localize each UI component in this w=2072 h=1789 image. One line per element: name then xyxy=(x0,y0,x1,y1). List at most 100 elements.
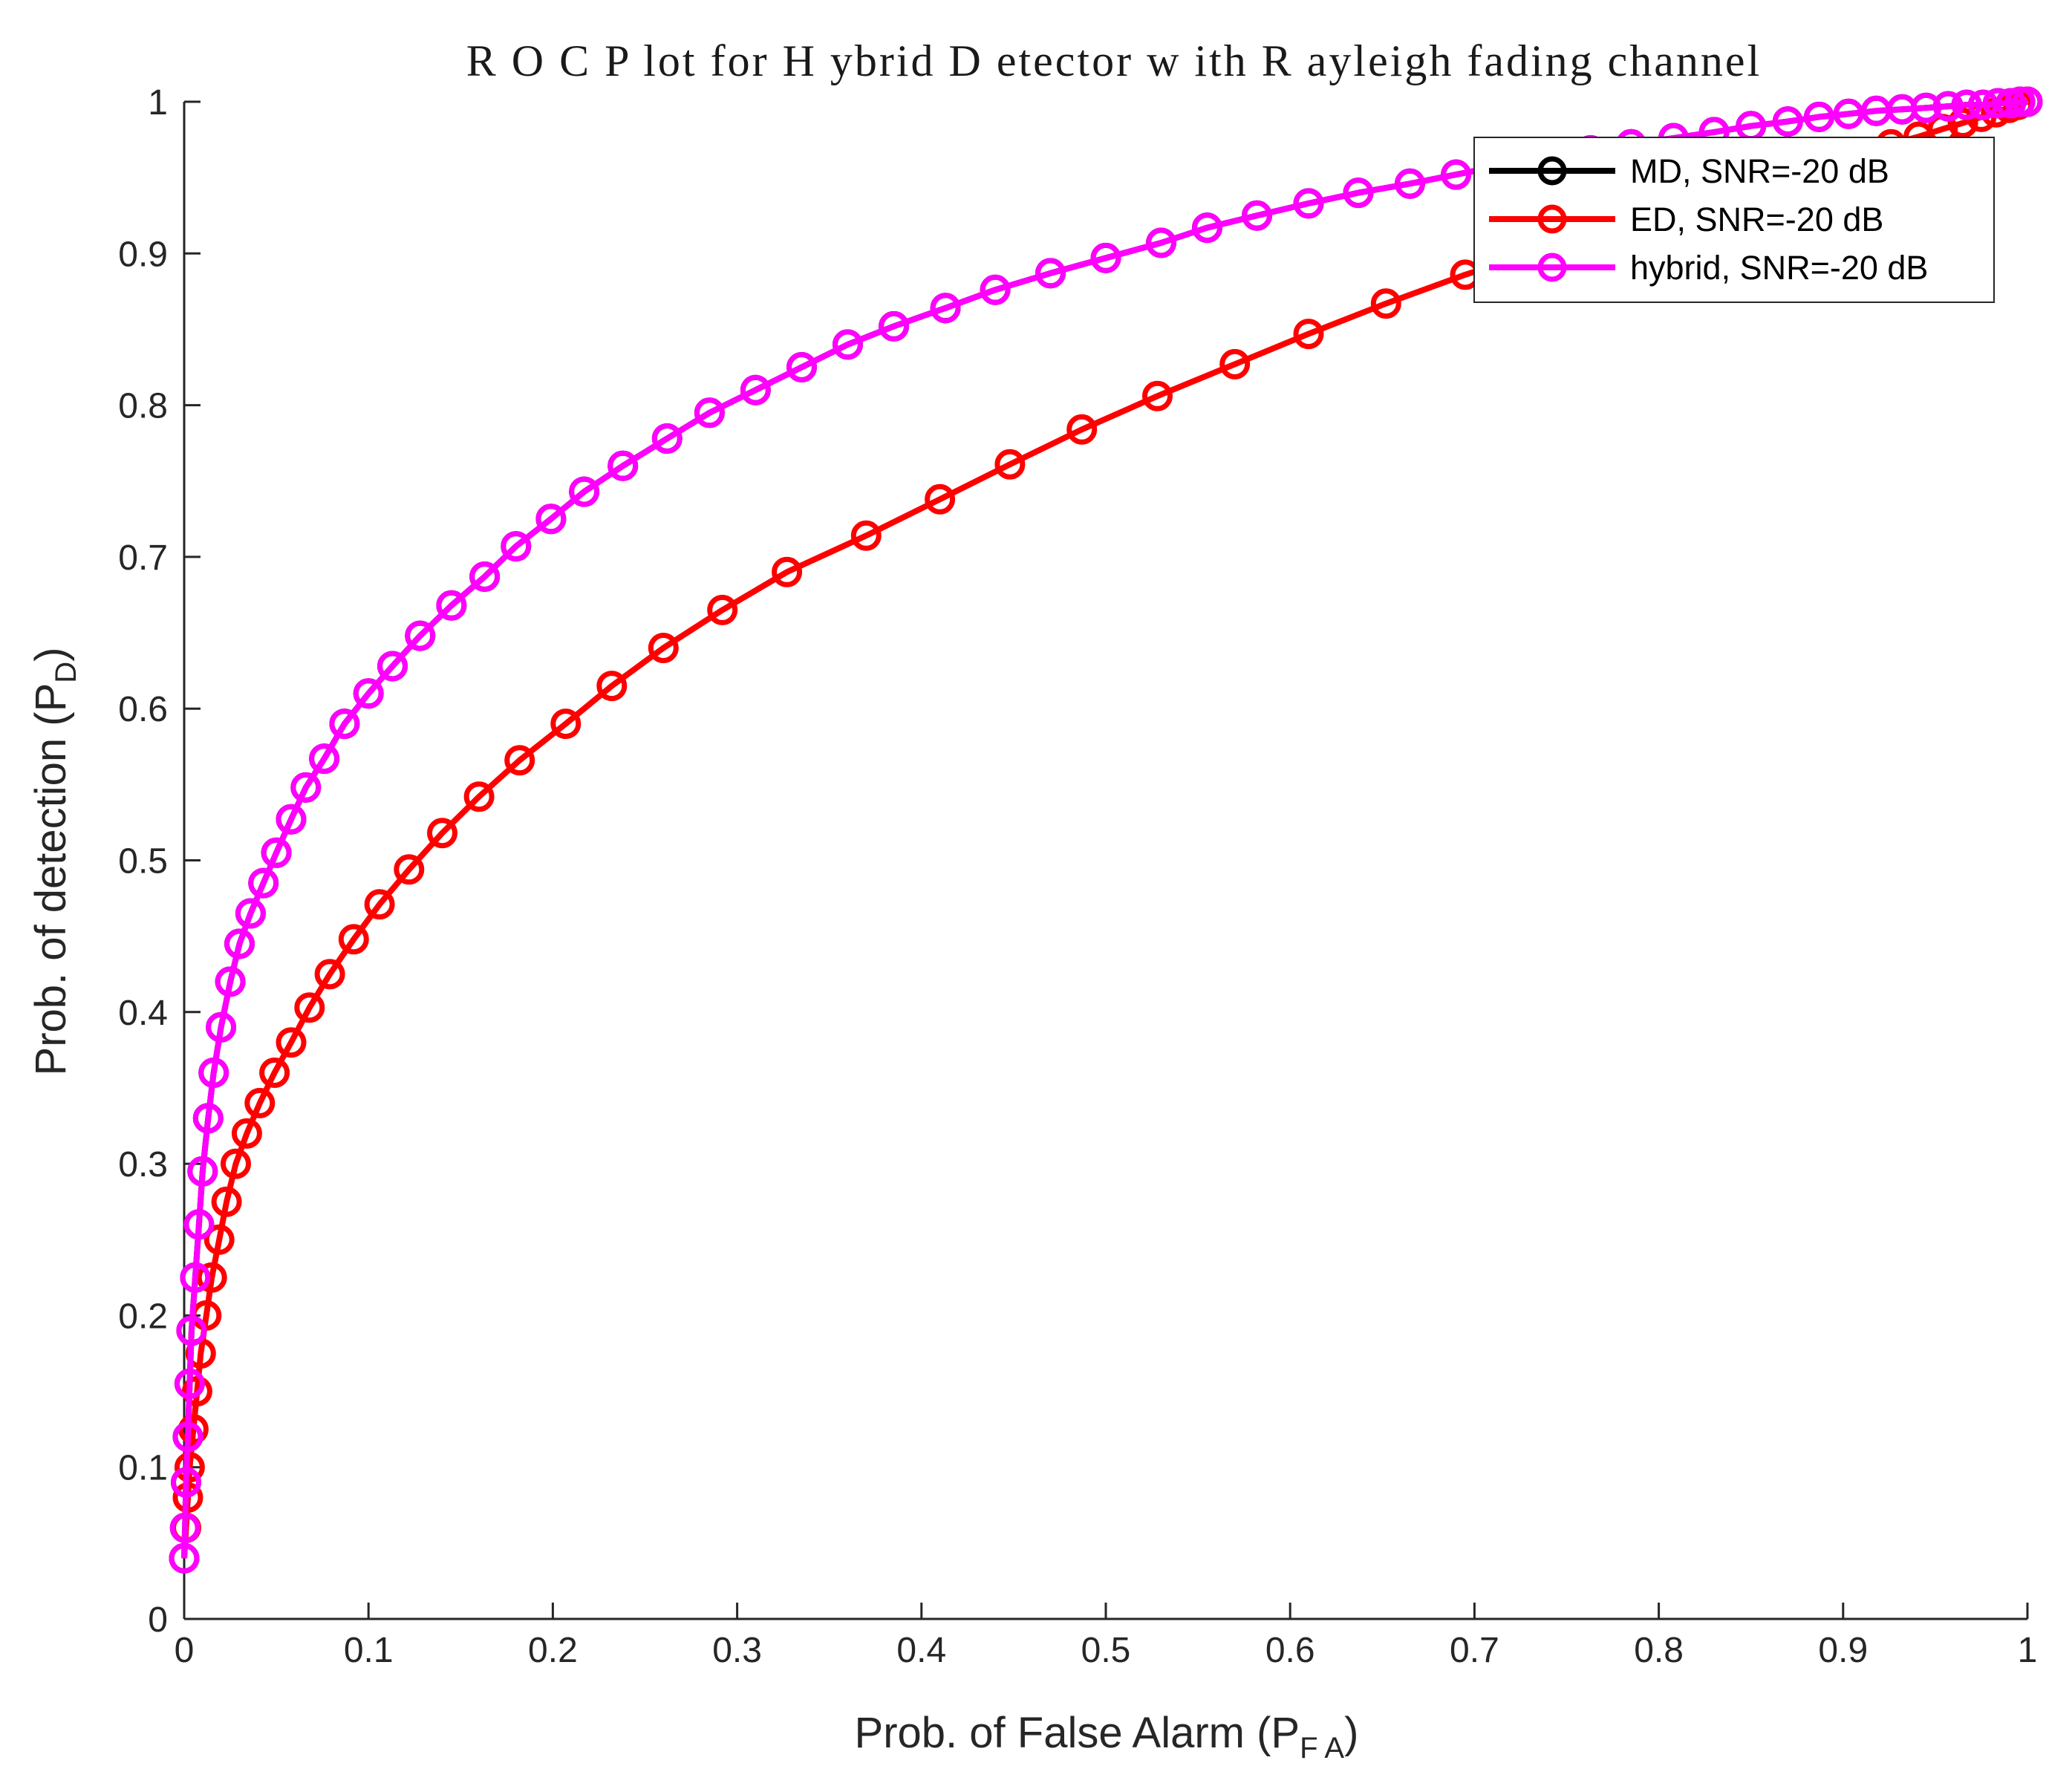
y-tick-label: 0.7 xyxy=(118,538,168,578)
series-point xyxy=(244,1087,276,1118)
series-point xyxy=(187,1156,218,1187)
series-point xyxy=(607,450,639,481)
series-point xyxy=(1772,106,1803,137)
legend-marker xyxy=(1537,252,1567,282)
series-point xyxy=(1090,242,1121,273)
series-point xyxy=(925,483,956,515)
y-tick-label: 0.5 xyxy=(118,842,168,882)
series-point xyxy=(740,374,771,405)
chart-title: R O C P lot for H ybrid D etector w ith … xyxy=(466,36,1762,85)
series-point xyxy=(694,397,725,428)
legend-marker xyxy=(1537,204,1567,234)
x-tick-label: 0.4 xyxy=(896,1631,946,1670)
series-point xyxy=(707,594,738,625)
series-point xyxy=(427,818,457,849)
y-axis-label-suffix: ) xyxy=(27,648,75,662)
x-tick-label: 0.2 xyxy=(528,1631,578,1670)
series-point xyxy=(651,423,682,454)
series-point xyxy=(259,1058,290,1088)
series-point xyxy=(1293,188,1324,219)
series-point xyxy=(338,924,369,955)
series-point xyxy=(1804,101,1834,132)
series-point xyxy=(469,561,501,592)
series-point xyxy=(550,708,581,740)
series-point xyxy=(850,520,882,551)
series-point xyxy=(1951,89,1982,120)
series-point xyxy=(169,1542,200,1574)
series-point xyxy=(364,889,395,920)
series-point xyxy=(203,1224,235,1255)
x-tick-label: 0 xyxy=(175,1631,195,1670)
legend-label: MD, SNR=-20 dB xyxy=(1630,152,1889,190)
series-point xyxy=(1932,91,1964,122)
series-point xyxy=(930,293,961,324)
series-point xyxy=(169,1512,201,1543)
series-point xyxy=(1219,348,1251,379)
series-point xyxy=(261,837,292,868)
x-tick-label: 0.3 xyxy=(712,1631,762,1670)
x-tick-label: 0.7 xyxy=(1450,1631,1499,1670)
series-point xyxy=(833,329,863,360)
series-point xyxy=(276,1027,307,1058)
x-tick-label: 0.5 xyxy=(1081,1631,1131,1670)
series-point xyxy=(596,671,628,702)
series-point xyxy=(2012,86,2043,117)
x-ticks: 0 0.1 0.2 0.3 0.4 0.5 0.6 0.7 0.8 0.9 1 xyxy=(175,1603,2038,1670)
y-tick-label: 0.2 xyxy=(118,1297,168,1336)
y-tick-label: 1 xyxy=(148,83,168,123)
series-point xyxy=(786,352,817,382)
x-tick-label: 1 xyxy=(2018,1631,2038,1670)
x-tick-label: 0.6 xyxy=(1265,1631,1315,1670)
x-axis-label-text: Prob. of False Alarm (P xyxy=(855,1709,1300,1757)
series-point xyxy=(180,1262,211,1293)
y-tick-label: 0.9 xyxy=(118,235,168,274)
series-point xyxy=(377,651,408,682)
series-point xyxy=(1192,212,1222,244)
series-point xyxy=(1035,258,1066,289)
y-axis-label: Prob. of detection (PD) xyxy=(27,648,82,1076)
series-point xyxy=(248,867,279,899)
series-point xyxy=(501,531,532,562)
series-point xyxy=(535,504,567,535)
series-point xyxy=(172,1421,203,1453)
series-point xyxy=(329,708,360,740)
series-point xyxy=(231,1118,262,1149)
legend: MD, SNR=-20 dB ED, SNR=-20 dB hybrid, SNR=… xyxy=(1473,137,1995,303)
series-point xyxy=(171,1467,201,1498)
y-tick-label: 0.4 xyxy=(118,994,168,1033)
series-point xyxy=(994,449,1026,480)
series-point xyxy=(1441,159,1472,190)
series-point xyxy=(980,274,1011,305)
series-point xyxy=(314,959,345,990)
x-tick-label: 0.8 xyxy=(1634,1631,1684,1670)
series-point xyxy=(1242,200,1272,231)
legend-label: hybrid, SNR=-20 dB xyxy=(1630,249,1928,287)
y-tick-label: 0.8 xyxy=(118,387,168,426)
series-point xyxy=(1947,108,1978,139)
y-tick-label: 0 xyxy=(148,1600,168,1640)
series-point xyxy=(1370,288,1401,319)
series-point xyxy=(436,590,467,621)
series-point xyxy=(294,992,325,1023)
series-point xyxy=(1395,168,1425,199)
x-tick-label: 0.1 xyxy=(344,1631,394,1670)
series-point xyxy=(1833,98,1864,129)
series-point xyxy=(176,1315,207,1346)
series-point xyxy=(394,854,425,885)
series-point xyxy=(206,1011,237,1043)
x-axis-label: Prob. of False Alarm (PF A) xyxy=(855,1709,1359,1764)
series-point xyxy=(211,1186,242,1217)
y-tick-label: 0.1 xyxy=(118,1449,168,1488)
series-point xyxy=(1911,92,1941,123)
series-point xyxy=(405,620,436,651)
y-ticks: 0 0.1 0.2 0.3 0.4 0.5 0.6 0.7 0.8 0.9 1 xyxy=(118,83,201,1640)
series-point xyxy=(290,772,322,803)
series-point xyxy=(198,1058,229,1088)
series-point xyxy=(1142,380,1173,411)
series-point xyxy=(235,898,266,929)
x-tick-label: 0.9 xyxy=(1818,1631,1868,1670)
series-point xyxy=(1293,319,1324,350)
series-point xyxy=(215,966,246,997)
series-point xyxy=(174,1368,205,1399)
series-line xyxy=(181,99,2027,1559)
